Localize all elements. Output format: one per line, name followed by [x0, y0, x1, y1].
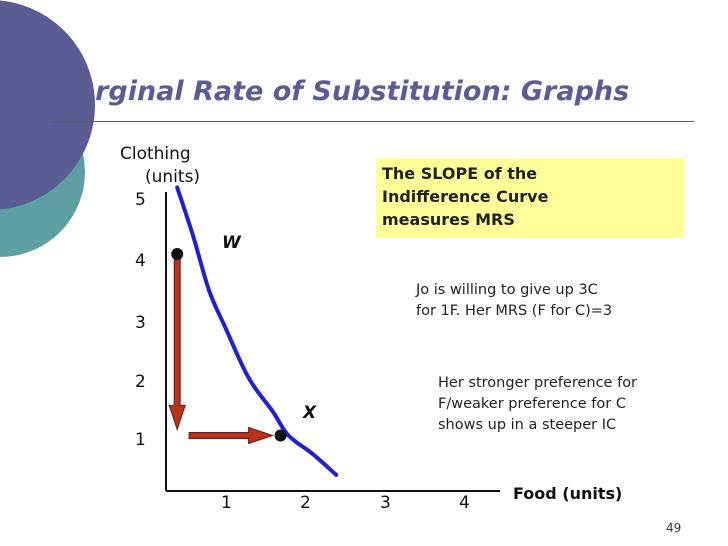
page-number: 49	[666, 521, 682, 535]
x-tick-label: 2	[300, 493, 311, 513]
change-arrow	[188, 426, 275, 445]
y-tick-label: 3	[135, 313, 146, 333]
preference-note-line: Her stronger preference for	[438, 375, 638, 391]
corner-decoration	[0, 0, 95, 257]
title-divider	[52, 121, 694, 122]
y-tick-label: 2	[135, 372, 146, 392]
y-axis-label-line: (units)	[145, 167, 201, 187]
slope-callout: The SLOPE of the Indifference Curve meas…	[376, 158, 684, 238]
point-w	[171, 248, 184, 260]
point-x	[274, 429, 287, 442]
y-tick-label: 5	[135, 190, 146, 210]
point-label-w: W	[222, 233, 241, 253]
mrs-note: Jo is willing to give up 3C for 1F. Her …	[416, 280, 612, 322]
chart	[165, 185, 500, 492]
change-arrow	[168, 253, 186, 431]
corner-dark-circle	[0, 0, 95, 210]
x-axis-label: Food (units)	[513, 484, 623, 503]
preference-note: Her stronger preference for F/weaker pre…	[438, 373, 637, 436]
y-tick-label: 1	[135, 430, 146, 450]
indifference-curve	[175, 185, 339, 477]
callout-line: The SLOPE of the	[382, 164, 538, 183]
callout-line: Indifference Curve	[382, 187, 549, 206]
x-tick-label: 1	[221, 493, 232, 513]
mrs-note-line: for 1F. Her MRS (F for C)=3	[416, 303, 613, 319]
x-tick-label: 4	[459, 493, 470, 513]
y-axis-label-line: Clothing	[120, 144, 191, 164]
callout-line: measures MRS	[382, 210, 515, 229]
point-label-x: X	[303, 403, 317, 423]
y-axis-label: Clothing (units)	[120, 143, 200, 189]
mrs-note-line: Jo is willing to give up 3C	[416, 282, 598, 298]
preference-note-line: F/weaker preference for C	[438, 396, 626, 412]
preference-note-line: shows up in a steeper IC	[438, 417, 617, 433]
slide-title: Marginal Rate of Substitution: Graphs	[50, 76, 630, 107]
y-tick-label: 4	[135, 251, 146, 271]
x-tick-label: 3	[380, 493, 391, 513]
